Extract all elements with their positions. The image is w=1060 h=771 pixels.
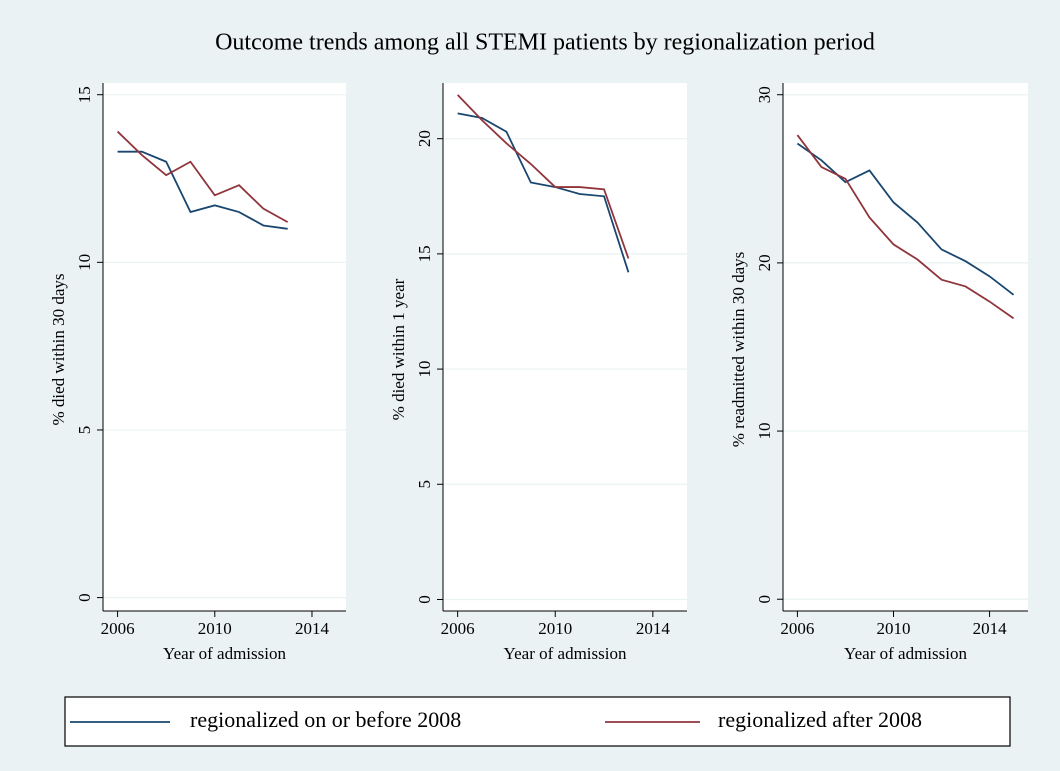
x-tick-label: 2006: [441, 619, 475, 638]
y-tick-label: 5: [415, 480, 434, 489]
x-tick-label: 2010: [876, 619, 910, 638]
y-axis-label: % readmitted within 30 days: [729, 252, 748, 447]
x-tick-label: 2006: [101, 619, 135, 638]
y-tick-label: 20: [755, 254, 774, 271]
y-tick-label: 10: [415, 361, 434, 378]
y-tick-label: 30: [755, 86, 774, 103]
y-tick-label: 0: [755, 595, 774, 604]
y-tick-label: 15: [75, 86, 94, 103]
y-tick-label: 5: [75, 426, 94, 435]
y-axis-label: % died within 1 year: [389, 278, 408, 420]
plot-area: [783, 83, 1028, 611]
series-line: [117, 150, 288, 230]
series-line: [796, 142, 1015, 296]
y-axis-label: % died within 30 days: [49, 273, 68, 425]
legend-label: regionalized on or before 2008: [190, 707, 461, 732]
x-axis-label: Year of admission: [163, 644, 286, 663]
x-axis-label: Year of admission: [504, 644, 627, 663]
plot-area: [443, 83, 687, 611]
y-tick-label: 10: [755, 423, 774, 440]
series-line: [457, 112, 630, 273]
series-line: [116, 130, 289, 223]
plot-area: [103, 83, 346, 611]
series-line: [456, 94, 630, 259]
x-tick-label: 2014: [295, 619, 330, 638]
y-tick-label: 15: [415, 245, 434, 262]
x-axis-label: Year of admission: [844, 644, 967, 663]
series-line: [796, 134, 1015, 320]
x-tick-label: 2014: [636, 619, 671, 638]
x-tick-label: 2010: [198, 619, 232, 638]
x-tick-label: 2014: [973, 619, 1008, 638]
y-tick-label: 0: [75, 593, 94, 602]
y-tick-label: 20: [415, 130, 434, 147]
legend-label: regionalized after 2008: [718, 707, 922, 732]
y-tick-label: 0: [415, 595, 434, 604]
chart-title: Outcome trends among all STEMI patients …: [215, 30, 875, 56]
legend-box: [64, 696, 1011, 747]
y-tick-label: 10: [75, 254, 94, 271]
x-tick-label: 2010: [538, 619, 572, 638]
x-tick-label: 2006: [780, 619, 814, 638]
